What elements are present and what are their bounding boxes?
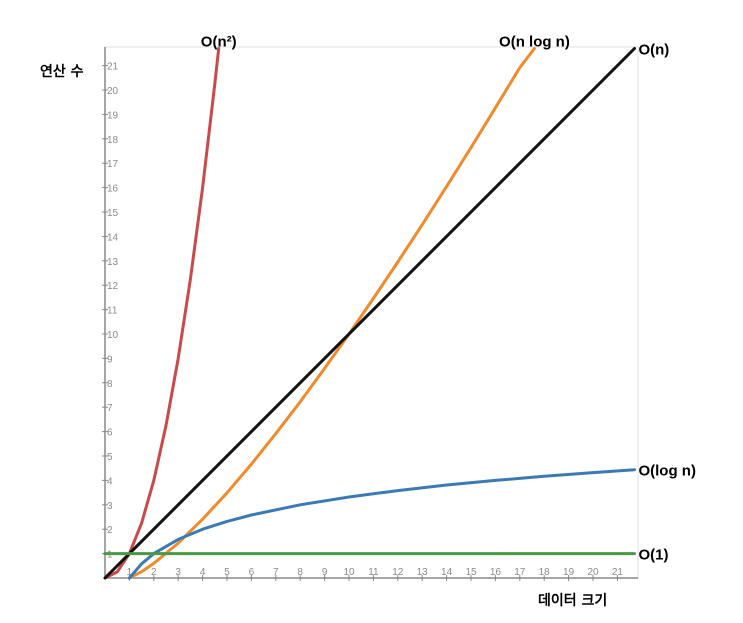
y-tick-label: 11 xyxy=(107,306,118,317)
series-label-2: O(n) xyxy=(638,42,669,59)
y-tick-label: 17 xyxy=(107,159,119,170)
y-tick-label: 14 xyxy=(107,232,119,243)
series-line-3 xyxy=(127,468,636,580)
series-label-1: O(n log n) xyxy=(499,34,570,51)
x-tick-label: 2 xyxy=(151,567,157,578)
x-tick-label: 7 xyxy=(273,567,279,578)
x-tick-label: 17 xyxy=(514,567,526,578)
y-tick-label: 4 xyxy=(107,476,113,487)
x-tick-label: 19 xyxy=(563,567,575,578)
x-tick-label: 3 xyxy=(175,567,181,578)
y-tick-label: 18 xyxy=(107,135,119,146)
series-label-4: O(1) xyxy=(638,547,668,564)
y-tick-label: 5 xyxy=(107,452,113,463)
y-tick-label: 10 xyxy=(107,330,119,341)
y-tick-label: 2 xyxy=(107,525,113,536)
x-tick-label: 4 xyxy=(200,567,206,578)
y-tick-label: 9 xyxy=(107,354,113,365)
series-line-1 xyxy=(127,47,536,580)
x-tick-label: 5 xyxy=(224,567,230,578)
series-label-0: O(n²) xyxy=(201,34,237,51)
x-tick-label: 12 xyxy=(392,567,404,578)
y-tick-label: 21 xyxy=(107,62,119,73)
x-tick-label: 16 xyxy=(490,567,502,578)
x-tick-label: 20 xyxy=(587,567,599,578)
x-tick-label: 10 xyxy=(343,567,355,578)
y-tick-label: 16 xyxy=(107,184,119,195)
x-tick-label: 21 xyxy=(612,567,624,578)
y-tick-label: 3 xyxy=(107,501,113,512)
curves xyxy=(103,47,636,580)
x-tick-label: 15 xyxy=(465,567,477,578)
series-label-3: O(log n) xyxy=(638,463,695,480)
x-tick-label: 6 xyxy=(249,567,255,578)
y-tick-label: 7 xyxy=(107,403,113,414)
series-line-0 xyxy=(103,47,221,580)
x-tick-label: 13 xyxy=(417,567,429,578)
x-tick-label: 11 xyxy=(368,567,379,578)
x-tick-label: 14 xyxy=(441,567,453,578)
y-tick-label: 19 xyxy=(107,110,119,121)
x-tick-label: 1 xyxy=(127,567,133,578)
y-tick-label: 13 xyxy=(107,257,119,268)
x-tick-label: 9 xyxy=(322,567,328,578)
x-axis-title: 데이터 크기 xyxy=(538,592,607,609)
y-tick-label: 15 xyxy=(107,208,119,219)
x-tick-label: 8 xyxy=(297,567,303,578)
y-tick-label: 6 xyxy=(107,428,113,439)
y-tick-label: 12 xyxy=(107,281,119,292)
y-axis-title: 연산 수 xyxy=(40,63,84,80)
x-tick-label: 18 xyxy=(539,567,551,578)
y-tick-label: 20 xyxy=(107,86,119,97)
y-tick-label: 8 xyxy=(107,379,113,390)
curve-labels: O(n²) O(n log n) O(n) O(log n) O(1) xyxy=(201,34,696,564)
series-line-2 xyxy=(103,47,636,580)
